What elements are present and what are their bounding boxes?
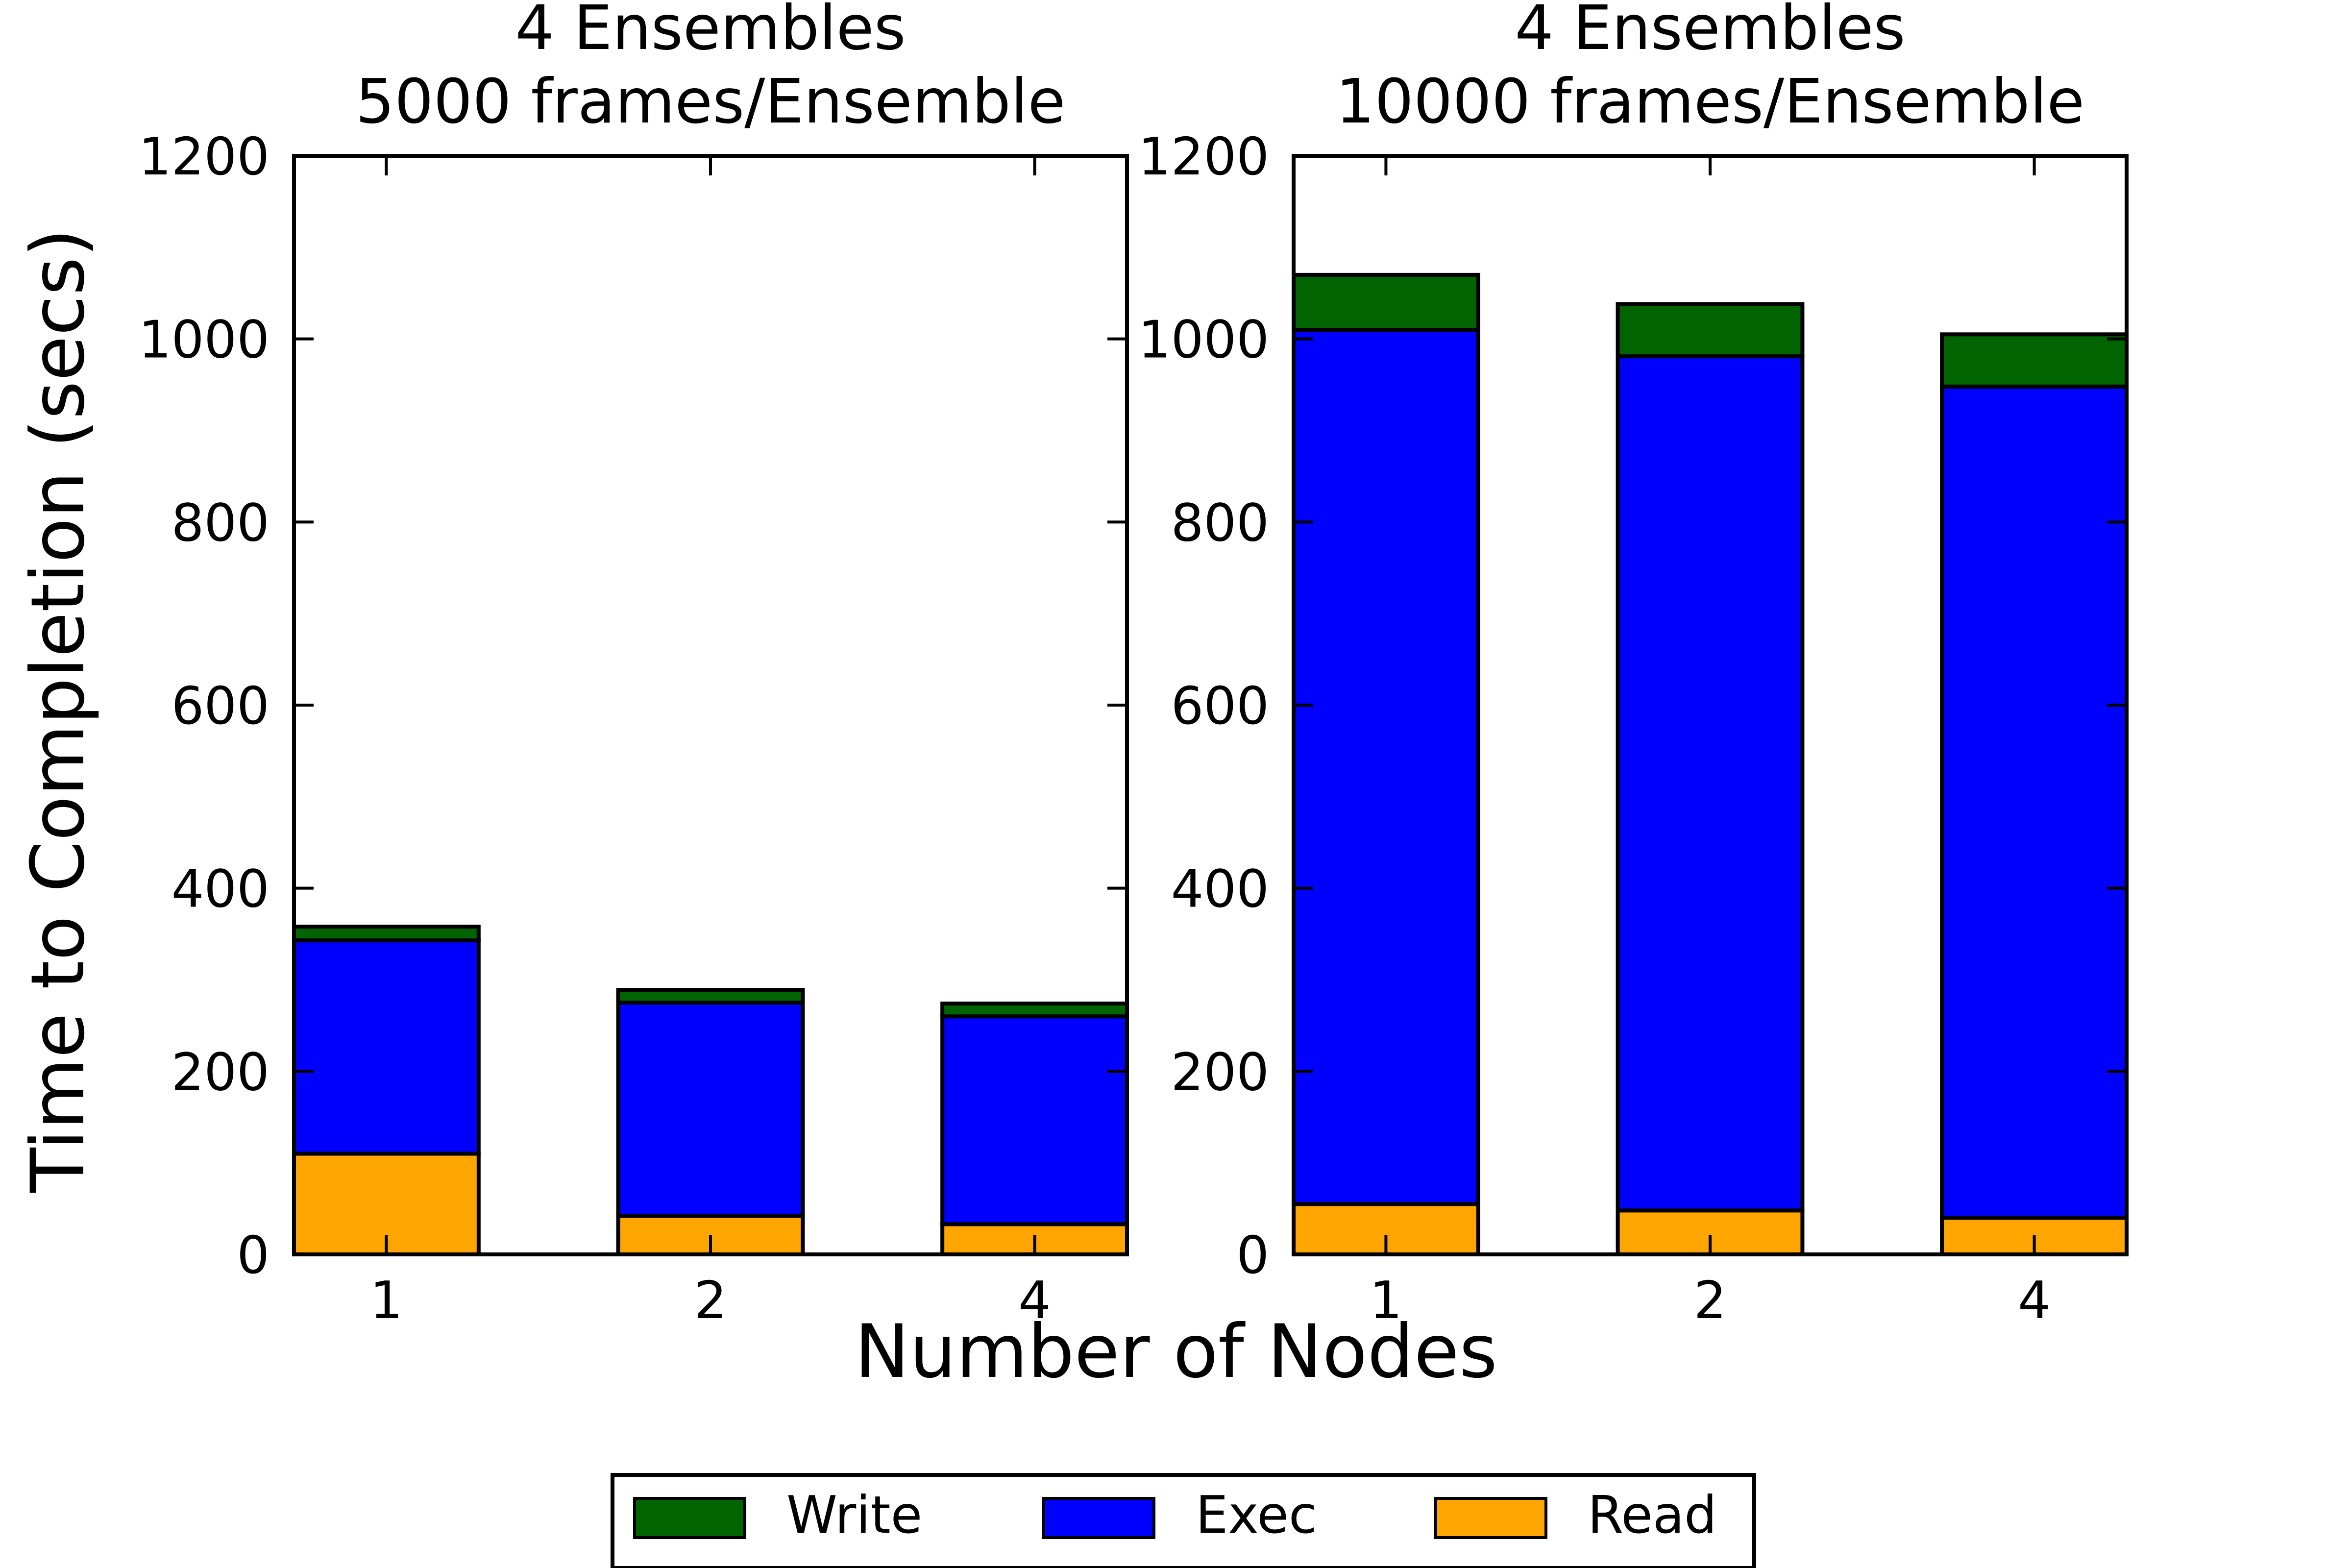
legend-frame (611, 1473, 1756, 1568)
legend-label-write: Write (786, 1485, 922, 1545)
bar-exec-2 (616, 1001, 805, 1218)
x-tick-label: 1 (1370, 1271, 1402, 1330)
legend-swatch-read (1434, 1497, 1547, 1539)
x-tick-label: 2 (1694, 1271, 1727, 1330)
bar-exec-4 (1940, 384, 2129, 1220)
subplot-title-line2: 10000 frames/Ensemble (1336, 66, 2084, 137)
y-tick-label: 800 (1171, 493, 1269, 553)
bar-exec-2 (1616, 354, 1805, 1213)
bar-write-1 (1292, 272, 1480, 332)
bar-write-2 (1616, 302, 1805, 359)
y-tick-label: 0 (237, 1225, 270, 1285)
legend-swatch-exec (1042, 1497, 1155, 1539)
y-tick-label: 600 (1171, 676, 1269, 736)
y-tick-label: 0 (1236, 1225, 1269, 1285)
legend-swatch-write (633, 1497, 746, 1539)
bar-write-4 (940, 1002, 1129, 1019)
bar-write-1 (292, 925, 481, 943)
bar-write-4 (1940, 332, 2129, 389)
y-tick-label: 1200 (1138, 127, 1269, 187)
bar-exec-1 (1292, 327, 1480, 1206)
subplot-title-line1: 4 Ensembles (1515, 0, 1905, 64)
bar-exec-4 (940, 1014, 1129, 1226)
x-tick-label: 4 (2018, 1271, 2051, 1330)
bar-write-2 (616, 988, 805, 1005)
y-tick-label: 400 (1171, 859, 1269, 919)
y-tick-label: 400 (172, 859, 270, 919)
y-tick-label: 1000 (139, 310, 270, 370)
subplot-title-line2: 5000 frames/Ensemble (356, 66, 1066, 137)
x-tick-label: 2 (694, 1271, 727, 1330)
y-tick-label: 1200 (139, 127, 270, 187)
y-tick-label: 800 (172, 493, 270, 553)
x-tick-label: 4 (1018, 1271, 1051, 1330)
legend-label-exec: Exec (1196, 1485, 1317, 1545)
legend-label-read: Read (1588, 1485, 1717, 1545)
subplot-title-line1: 4 Ensembles (515, 0, 906, 64)
y-tick-label: 200 (172, 1042, 270, 1102)
y-axis-label: Time to Completion (secs) (16, 228, 101, 1193)
x-axis-label: Number of Nodes (855, 1309, 1497, 1395)
legend: Write Exec Read (611, 1473, 1756, 1568)
y-tick-label: 600 (172, 676, 270, 736)
x-tick-label: 1 (370, 1271, 403, 1330)
y-tick-label: 1000 (1138, 310, 1269, 370)
y-tick-label: 200 (1171, 1042, 1269, 1102)
bar-exec-1 (292, 938, 481, 1156)
